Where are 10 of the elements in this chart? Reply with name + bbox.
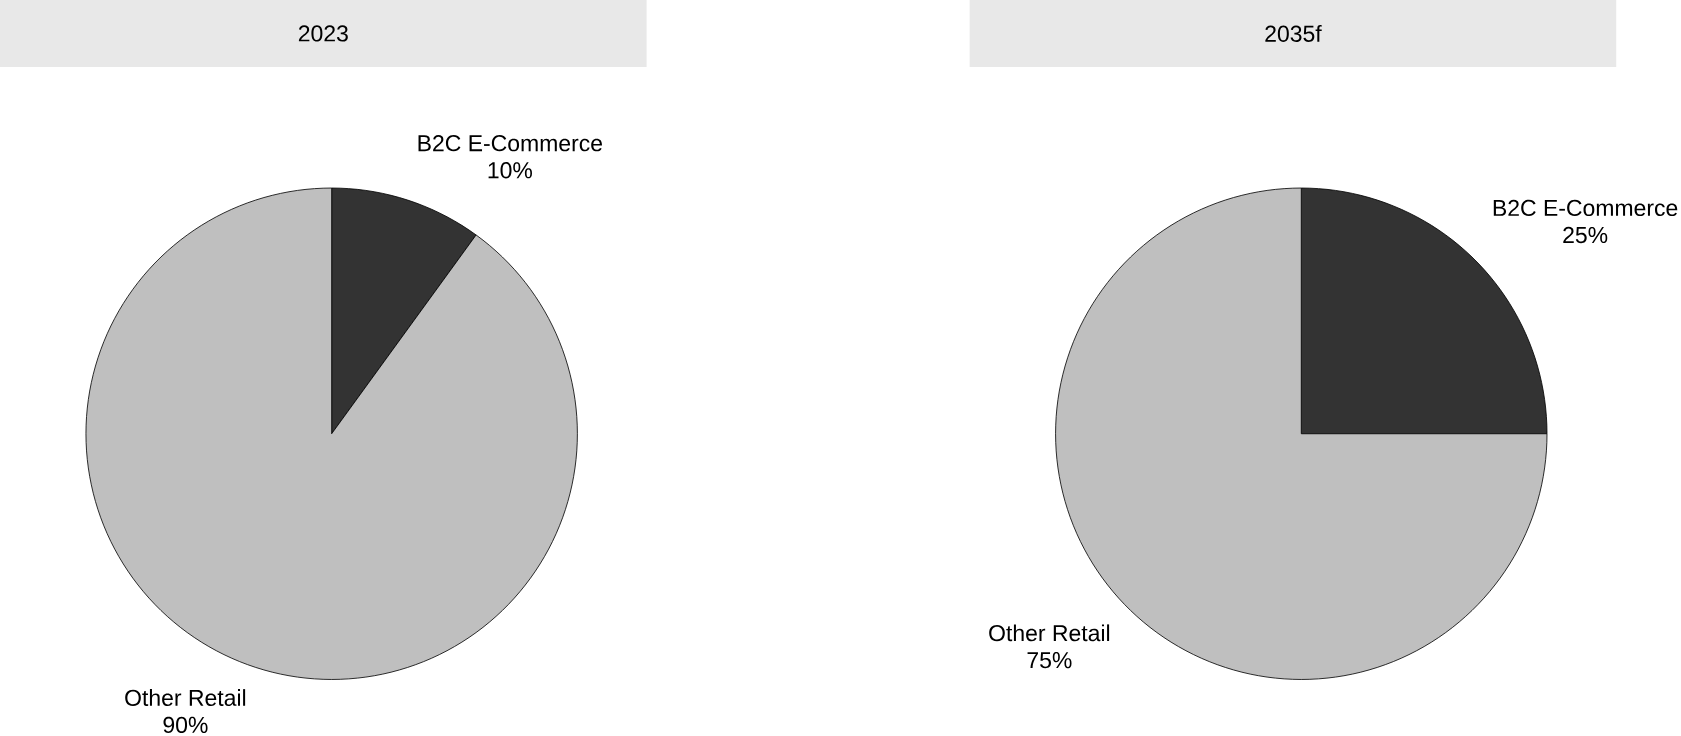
slice-label: Other Retail	[989, 624, 1110, 642]
slice-label: Other Retail	[125, 689, 246, 707]
slice-label: B2C E-Commerce	[418, 135, 602, 152]
data-label: 90%	[163, 716, 208, 734]
chart-title: 2035f	[1265, 25, 1322, 43]
data-label: 25%	[1563, 226, 1608, 244]
data-label: 10%	[488, 162, 533, 179]
data-label: 75%	[1027, 652, 1072, 669]
chart-title: 2023	[298, 25, 348, 42]
slice-label: B2C E-Commerce	[1493, 199, 1678, 217]
